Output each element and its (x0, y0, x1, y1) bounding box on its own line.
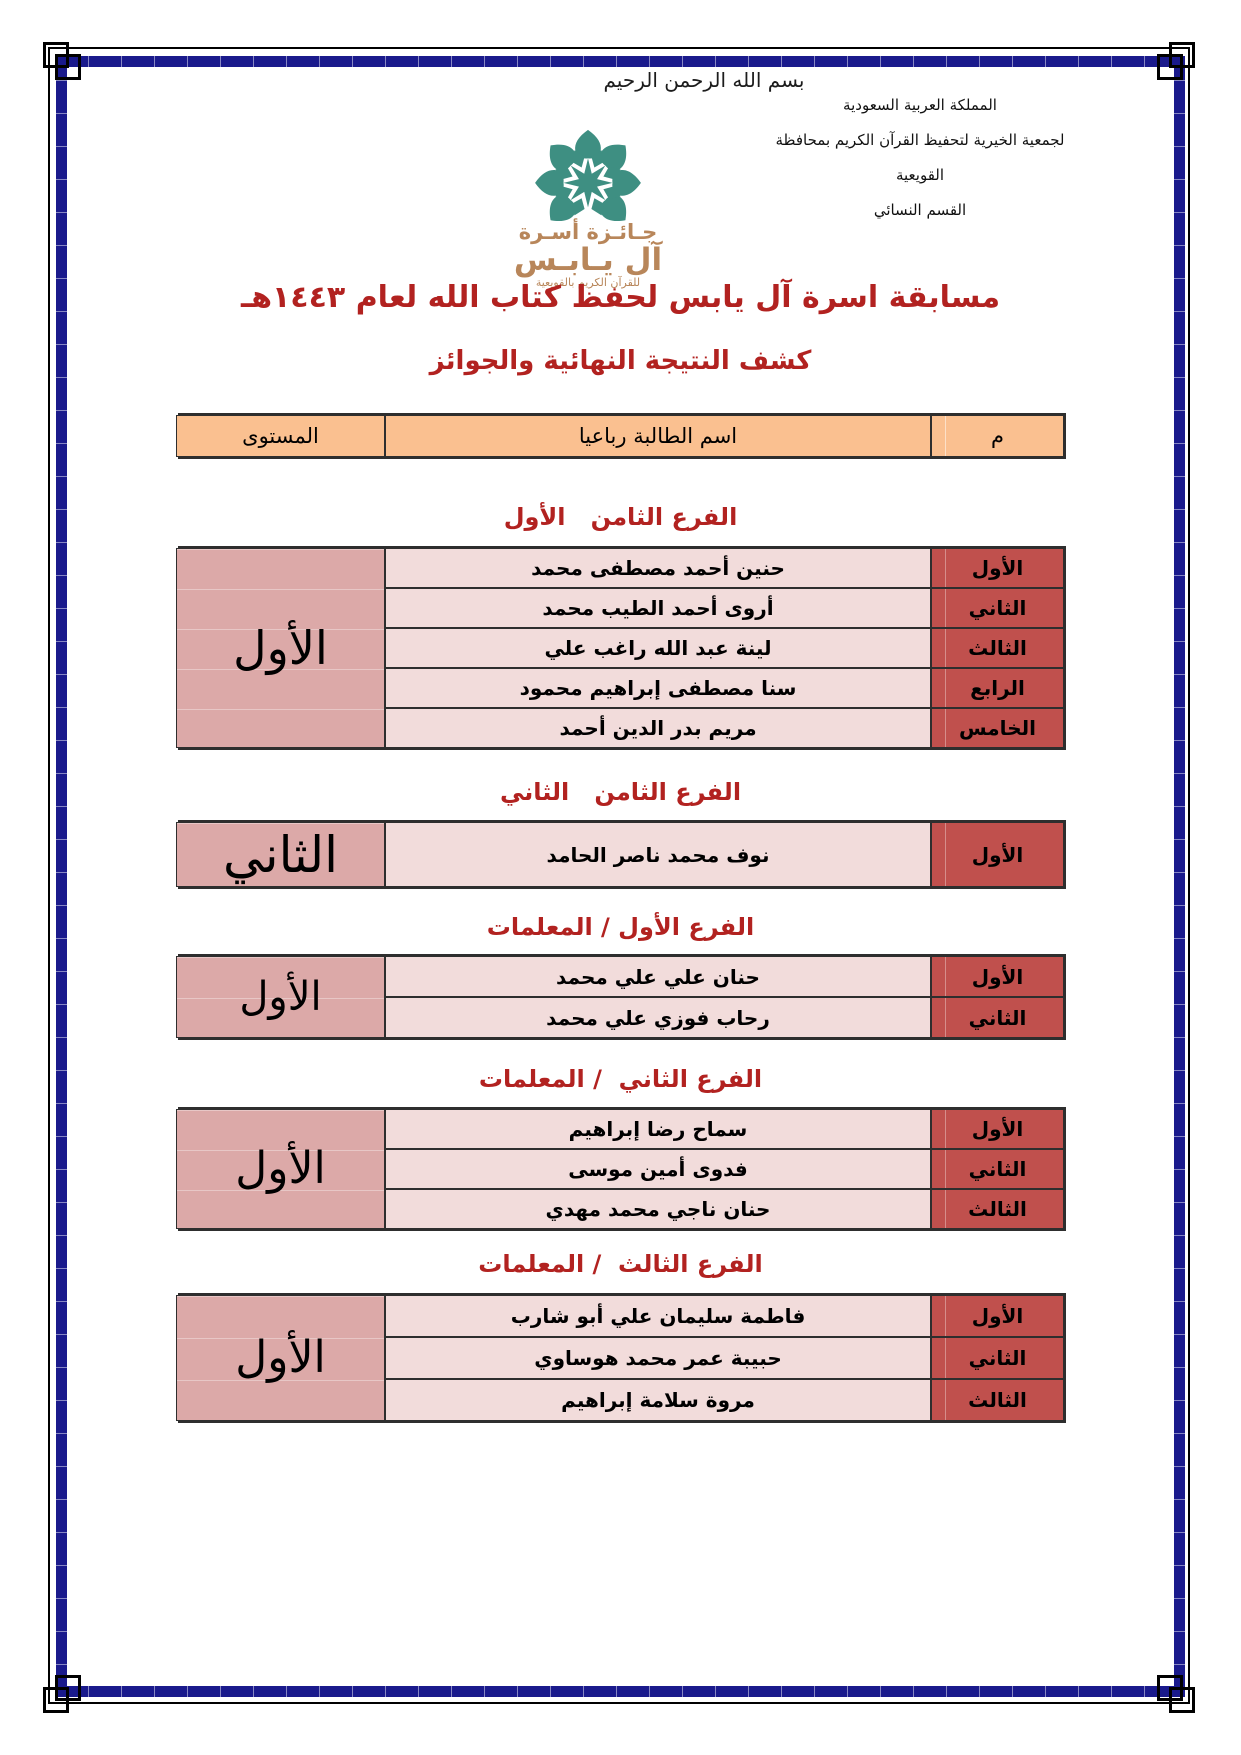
flower-shapes (535, 129, 641, 224)
border-corner-square (1157, 54, 1183, 80)
student-name-cell: حنان علي علي محمد (385, 956, 931, 997)
rank-cell: الثالث (931, 1189, 1064, 1229)
student-name-cell: أروى أحمد الطيب محمد (385, 588, 931, 628)
section-title: الفرع الثالث / المعلمات (478, 1250, 763, 1278)
student-name-cell: حنان ناجي محمد مهدي (385, 1189, 931, 1229)
student-name-cell: رحاب فوزي علي محمد (385, 997, 931, 1038)
logo-flower-icon (535, 129, 641, 224)
rank-cell: الأول (931, 956, 1064, 997)
header-cell-serial: م (931, 415, 1064, 457)
section-title: الفرع الثامن الثاني (499, 778, 742, 806)
level-cell: الثاني (176, 822, 385, 887)
rank-cell: الرابع (931, 668, 1064, 708)
section-title: الفرع الأول / المعلمات (486, 913, 755, 941)
rank-cell: الأول (931, 822, 1064, 887)
organization-block: المملكة العربية السعودية لجمعية الخيرية … (760, 88, 1080, 228)
level-cell: الأول (176, 1109, 385, 1229)
rank-cell: الثاني (931, 588, 1064, 628)
results-header-row: م اسم الطالبة رباعيا المستوى (176, 413, 1066, 459)
logo-text-line1: جـائـزة أسـرة (518, 220, 658, 244)
section-title: الفرع الثامن الأول (503, 503, 738, 531)
student-name-cell: فاطمة سليمان علي أبو شارب (385, 1295, 931, 1337)
student-name-cell: مروة سلامة إبراهيم (385, 1379, 931, 1421)
rank-cell: الثالث (931, 1379, 1064, 1421)
rank-cell: الثاني (931, 997, 1064, 1038)
org-line-society: لجمعية الخيرية لتحفيظ القرآن الكريم بمحا… (775, 131, 1065, 184)
rank-cell: الأول (931, 548, 1064, 588)
student-name-cell: حنين أحمد مصطفى محمد (385, 548, 931, 588)
section-table: الأول سماح رضا إبراهيم الثاني فدوى أمين موس… (176, 1107, 1066, 1231)
header-cell-name: اسم الطالبة رباعيا (385, 415, 931, 457)
header-cell-level: المستوى (176, 415, 385, 457)
section-table: الأول نوف محمد ناصر الحامد الثاني (176, 820, 1066, 889)
page-border-band-right (1174, 56, 1185, 1697)
student-name-cell: مريم بدر الدين أحمد (385, 708, 931, 748)
student-name-cell: فدوى أمين موسى (385, 1149, 931, 1189)
student-name-cell: سنا مصطفى إبراهيم محمود (385, 668, 931, 708)
bismillah-text: بسم الله الرحمن الرحيم (603, 68, 805, 92)
border-corner-square (1157, 1675, 1183, 1701)
rank-cell: الثاني (931, 1337, 1064, 1379)
level-cell: الأول (176, 1295, 385, 1421)
section-table: الأول حنان علي علي محمد الثاني رحاب فوزي عل… (176, 954, 1066, 1040)
rank-cell: الثاني (931, 1149, 1064, 1189)
rank-cell: الأول (931, 1109, 1064, 1149)
student-name-cell: سماح رضا إبراهيم (385, 1109, 931, 1149)
student-name-cell: لينة عبد الله راغب علي (385, 628, 931, 668)
sub-title: كشف النتيجة النهائية والجوائز (429, 346, 812, 376)
logo-text-line3: للقرآن الكريم بالقويعية (535, 276, 641, 289)
page-border-band-bottom (56, 1686, 1185, 1697)
org-line-section: القسم النسائي (873, 201, 967, 219)
main-title: مسابقة اسرة آل يابس لحفظ كتاب الله لعام … (240, 280, 1001, 315)
org-line-country: المملكة العربية السعودية (843, 96, 997, 114)
rank-cell: الأول (931, 1295, 1064, 1337)
logo-text-line2: آل يـابـس (513, 242, 663, 278)
border-corner-square (55, 54, 81, 80)
section-table: الأول فاطمة سليمان علي أبو شارب الثاني حبيب… (176, 1293, 1066, 1423)
level-cell: الأول (176, 956, 385, 1038)
level-cell: الأول (176, 548, 385, 748)
page-border-band-top (56, 56, 1185, 67)
student-name-cell: نوف محمد ناصر الحامد (385, 822, 931, 887)
award-logo: جـائـزة أسـرة آل يـابـس للقرآن الكريم با… (498, 126, 678, 290)
student-name-cell: حبيبة عمر محمد هوساوي (385, 1337, 931, 1379)
section-title: الفرع الثاني / المعلمات (478, 1065, 763, 1093)
rank-cell: الخامس (931, 708, 1064, 748)
page-border-outline (48, 47, 1190, 1704)
page-border-band-left (56, 56, 67, 1697)
section-table: الأول حنين أحمد مصطفى محمد الثاني أروى أحمد… (176, 546, 1066, 750)
border-corner-square (55, 1675, 81, 1701)
rank-cell: الثالث (931, 628, 1064, 668)
